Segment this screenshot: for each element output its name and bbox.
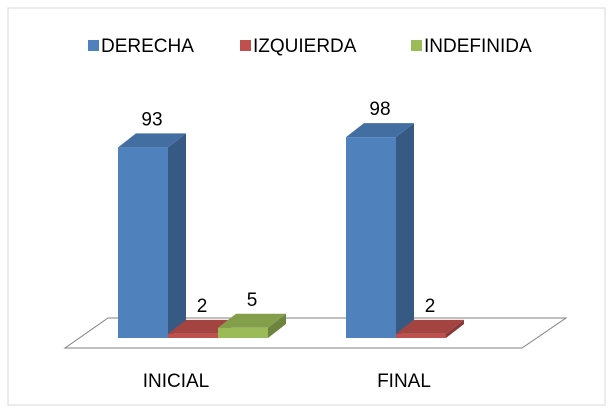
legend-label: DERECHA: [101, 36, 194, 57]
bar: [346, 123, 414, 338]
data-label: 93: [141, 109, 162, 130]
bar: [118, 133, 186, 338]
legend-swatch: [88, 40, 99, 51]
bar-side: [268, 313, 286, 338]
bar-front: [218, 327, 268, 338]
x-tick-label: INICIAL: [143, 371, 210, 392]
bar: [218, 313, 286, 338]
bar: [396, 319, 464, 338]
bar-side: [168, 133, 186, 338]
legend-label: IZQUIERDA: [253, 36, 357, 57]
bar-top: [346, 123, 414, 138]
legend-swatch: [411, 40, 422, 51]
bar-front: [168, 333, 218, 338]
bar-front: [118, 147, 168, 338]
data-label: 2: [197, 296, 208, 317]
bar-front: [346, 137, 396, 338]
data-label: 2: [425, 296, 436, 317]
data-label: 5: [247, 290, 258, 311]
legend-label: INDEFINIDA: [424, 36, 532, 57]
bar-front: [396, 333, 446, 338]
legend-swatch: [240, 40, 251, 51]
bar-top: [118, 133, 186, 148]
x-tick-label: FINAL: [377, 371, 431, 392]
bar-top: [218, 313, 286, 328]
bar-side: [396, 123, 414, 338]
data-label: 98: [369, 99, 390, 120]
bar-top: [396, 319, 464, 334]
bar-side: [446, 319, 464, 338]
